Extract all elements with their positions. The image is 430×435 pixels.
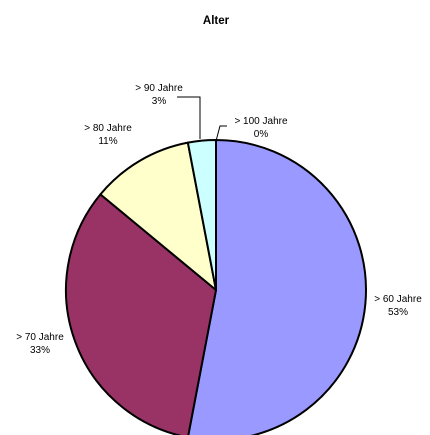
slice-label: > 100 Jahre 0%: [234, 116, 288, 140]
slice-label: > 70 Jahre 33%: [16, 332, 64, 356]
chart-title: Alter: [203, 15, 230, 27]
slice-label: > 90 Jahre 3%: [135, 83, 183, 107]
leader-lines: [177, 96, 227, 142]
slice-labels: > 60 Jahre 53%> 70 Jahre 33%> 80 Jahre 11%>…: [16, 83, 422, 356]
slice-label-name: > 100 Jahre: [234, 116, 288, 127]
slice-label-name: > 70 Jahre: [16, 332, 64, 343]
leader-line: [177, 96, 201, 139]
slice-label-name: > 80 Jahre: [84, 123, 132, 134]
pie-slices: [65, 139, 367, 435]
slice-label: > 60 Jahre 53%: [374, 294, 422, 318]
pie-slice: [65, 193, 217, 435]
pie-slice: [99, 141, 217, 291]
slice-label: > 80 Jahre 11%: [84, 123, 132, 147]
leader-line: [215, 125, 227, 142]
slice-label-percent: 3%: [152, 96, 167, 107]
slice-label-percent: 53%: [388, 307, 408, 318]
slice-label-percent: 0%: [254, 129, 269, 140]
slice-label-name: > 60 Jahre: [374, 294, 422, 305]
pie-slice: [187, 139, 367, 435]
slice-label-percent: 33%: [30, 345, 50, 356]
slice-label-name: > 90 Jahre: [135, 83, 183, 94]
slice-label-percent: 11%: [98, 136, 117, 147]
